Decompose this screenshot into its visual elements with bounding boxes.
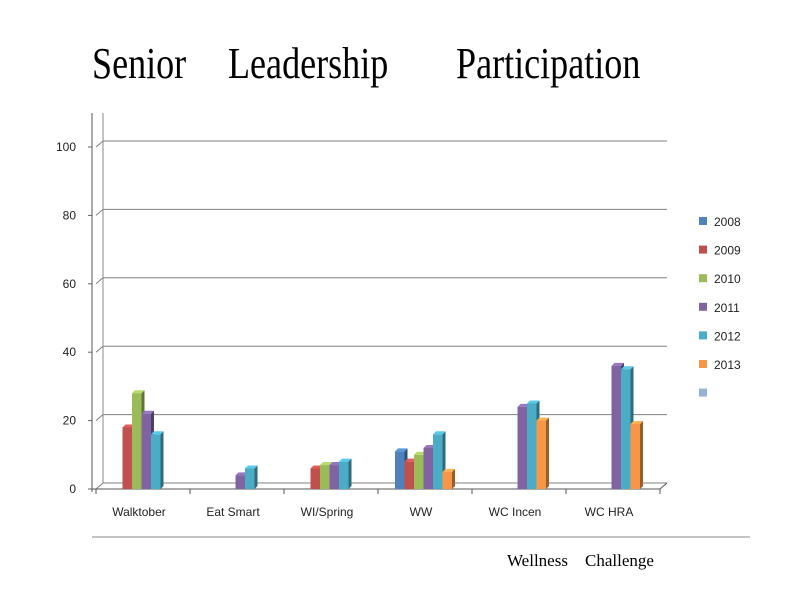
legend-item: 2013 <box>699 358 741 372</box>
category-labels: Walktober Eat Smart WI/Spring WW WC Incen WC … <box>112 505 633 519</box>
bar <box>442 468 455 489</box>
legend-label: 2008 <box>714 215 741 229</box>
axes <box>88 113 668 494</box>
legend-swatch <box>699 331 707 340</box>
legend-swatch <box>699 302 707 311</box>
legend-swatch <box>699 245 707 254</box>
y-tick-label: 60 <box>63 277 77 291</box>
legend-item: 2009 <box>699 244 741 258</box>
y-tick-label: 0 <box>69 482 76 496</box>
bar <box>339 458 352 489</box>
legend-label: 2011 <box>714 301 740 315</box>
legend-item: 2012 <box>699 329 741 343</box>
legend-swatch <box>699 388 707 397</box>
legend-label: 2013 <box>714 358 741 372</box>
x-category-label: WC Incen <box>489 505 542 519</box>
title-word-participation: Participation <box>456 39 641 88</box>
legend-item: 2011 <box>699 301 740 315</box>
gridline-depth <box>95 277 104 285</box>
bar <box>630 421 643 489</box>
gridlines <box>95 140 667 490</box>
x-category-label: WI/Spring <box>301 505 354 519</box>
legend-item: 2010 <box>699 272 741 286</box>
title-word-senior: Senior <box>92 39 187 88</box>
y-tick-label: 20 <box>63 414 77 428</box>
y-tick-label: 80 <box>63 208 77 222</box>
gridline-depth <box>95 140 104 148</box>
bar <box>151 431 164 489</box>
legend-label: 2010 <box>714 272 741 286</box>
y-tick-label: 100 <box>56 140 76 154</box>
y-tick-label: 40 <box>63 345 77 359</box>
legend-swatch <box>699 217 707 225</box>
legend-label: 2009 <box>714 244 741 258</box>
x-axis-depth <box>659 482 668 490</box>
legend-item <box>699 388 707 397</box>
bars <box>122 362 643 489</box>
legend-swatch <box>699 274 707 283</box>
gridline-depth <box>95 482 104 490</box>
x-category-label: Walktober <box>112 505 166 519</box>
legend-label: 2012 <box>714 329 741 343</box>
gridline-depth <box>95 209 104 216</box>
gridline-depth <box>95 414 104 421</box>
x-category-label: WW <box>410 505 433 519</box>
x-category-label: WC HRA <box>585 505 634 519</box>
legend-item: 2008 <box>699 215 741 229</box>
gridline-depth <box>95 345 104 353</box>
footer-word-challenge: Challenge <box>585 551 654 570</box>
legend-swatch <box>699 360 707 368</box>
footer-word-wellness: Wellness <box>507 551 568 570</box>
bar <box>245 465 258 489</box>
legend: 2008 2009 2010 2011 2012 2013 <box>699 215 741 397</box>
title-word-leadership: Leadership <box>228 39 389 88</box>
bar <box>536 417 549 489</box>
x-category-label: Eat Smart <box>206 505 260 519</box>
y-tick-labels: 0 20 40 60 80 100 <box>56 140 76 496</box>
